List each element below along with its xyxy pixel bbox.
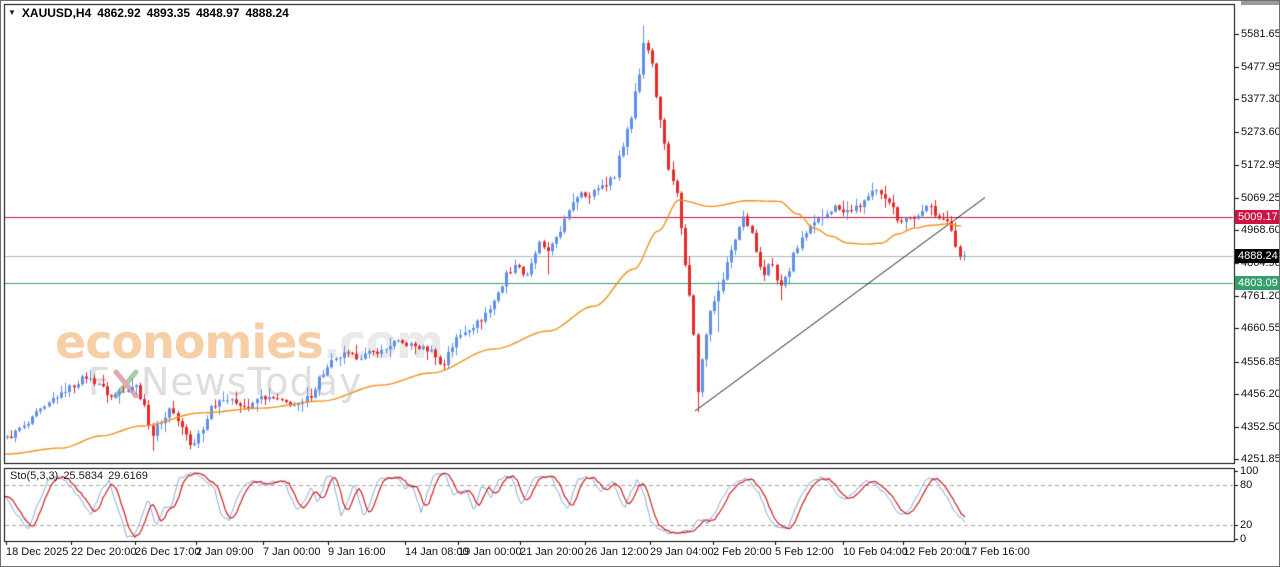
time-axis-label: 21 Jan 20:00 [520, 546, 584, 558]
price-axis-label: 5172.95 [1241, 158, 1280, 171]
ohlc-open: 4862.92 [97, 6, 141, 20]
price-axis-label: 4761.20 [1241, 290, 1280, 303]
time-axis-label: 19 Jan 00:00 [458, 546, 522, 558]
price-axis-label: 5069.25 [1241, 191, 1280, 204]
time-axis-label: 29 Jan 04:00 [650, 546, 714, 558]
time-axis-label: 26 Jan 12:00 [585, 546, 649, 558]
time-axis-label: 22 Dec 20:00 [71, 546, 137, 558]
price-axis-label: 4660.55 [1241, 322, 1280, 335]
price-tag: 4803.09 [1235, 275, 1279, 290]
price-tag: 4888.24 [1235, 248, 1279, 263]
time-axis-label: 9 Jan 16:00 [328, 546, 386, 558]
indicator-name: Sto(5,3,3) [10, 470, 59, 482]
time-axis-label: 2 Jan 09:00 [196, 546, 254, 558]
price-tag: 5009.17 [1235, 209, 1279, 224]
stoch-level-label: 20 [1240, 519, 1253, 532]
price-axis-label: 5477.95 [1241, 61, 1280, 74]
time-axis-label: 2 Feb 20:00 [713, 546, 772, 558]
time-axis-label: 18 Dec 2025 [6, 546, 69, 558]
time-axis-label: 7 Jan 00:00 [263, 546, 321, 558]
time-axis-label: 5 Feb 12:00 [775, 546, 834, 558]
stoch-level-label: 80 [1240, 478, 1253, 491]
price-axis-label: 5377.30 [1241, 93, 1280, 106]
price-axis-label: 5581.65 [1241, 28, 1280, 40]
ohlc-low: 4848.97 [196, 6, 240, 20]
chevron-down-icon[interactable]: ▼ [8, 8, 16, 17]
ohlc-close: 4888.24 [245, 6, 289, 20]
time-axis-label: 10 Feb 04:00 [843, 546, 908, 558]
stoch-level-label: 100 [1240, 465, 1259, 477]
indicator-k-value: 25.5834 [63, 470, 104, 482]
time-axis-label: 26 Dec 17:00 [135, 546, 201, 558]
ohlc-high: 4893.35 [146, 6, 191, 20]
time-axis-label: 14 Jan 08:00 [405, 546, 469, 558]
price-axis-label: 5273.60 [1241, 126, 1280, 139]
indicator-label: Sto(5,3,3) 25.5834 29.6169 [10, 470, 153, 482]
indicator-d-value: 29.6169 [108, 470, 148, 482]
price-axis-label: 4352.50 [1241, 420, 1280, 433]
price-axis-label: 4556.85 [1241, 355, 1280, 368]
chart-title: ▼ XAUUSD,H4 4862.92 4893.35 4848.97 4888.24 [8, 6, 289, 20]
symbol-label: XAUUSD,H4 [21, 6, 92, 20]
price-axis-label: 4456.20 [1241, 387, 1280, 400]
stoch-level-label: 0 [1240, 533, 1247, 545]
time-axis-label: 12 Feb 20:00 [903, 546, 968, 558]
price-axis-label: 4251.85 [1241, 452, 1280, 465]
scrollbar-notch [1241, 1, 1279, 5]
time-axis-label: 17 Feb 16:00 [965, 546, 1030, 558]
price-axis-label: 4968.60 [1241, 223, 1280, 236]
